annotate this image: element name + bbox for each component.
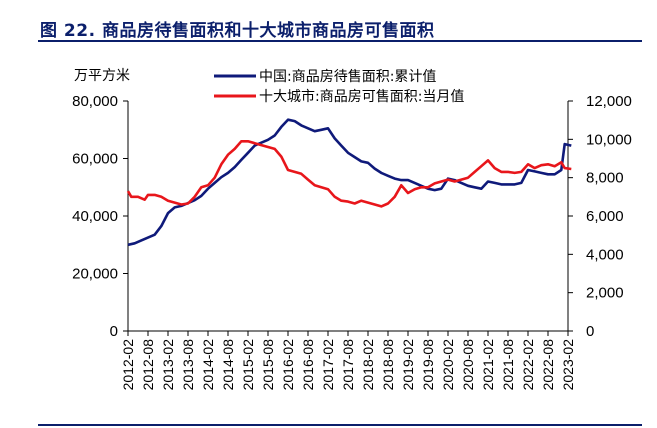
x-tick-label: 2022-08 bbox=[540, 339, 556, 391]
series-line-1 bbox=[126, 140, 572, 208]
x-tick-label: 2013-02 bbox=[160, 339, 176, 391]
x-tick-label: 2020-08 bbox=[460, 339, 476, 391]
title-rule bbox=[38, 40, 642, 42]
right-tick-label: 12,000 bbox=[586, 93, 632, 110]
left-axis-unit: 万平方米 bbox=[74, 68, 130, 84]
series-line-0 bbox=[127, 118, 572, 247]
x-tick-label: 2013-08 bbox=[180, 339, 196, 391]
x-tick-label: 2021-08 bbox=[500, 339, 516, 391]
x-tick-label: 2019-08 bbox=[420, 339, 436, 391]
x-tick-label: 2015-08 bbox=[260, 339, 276, 391]
left-tick-label: 0 bbox=[110, 323, 118, 340]
x-tick-label: 2023-02 bbox=[560, 339, 576, 391]
legend: 中国:商品房待售面积:累计值 十大城市:商品房可售面积:当月值 bbox=[214, 69, 464, 105]
left-tick-label: 20,000 bbox=[72, 266, 118, 283]
x-tick-label: 2016-08 bbox=[300, 339, 316, 391]
right-tick-label: 8,000 bbox=[586, 170, 624, 187]
series-lines bbox=[126, 118, 572, 247]
x-tick-label: 2021-02 bbox=[480, 339, 496, 391]
left-tick-label: 80,000 bbox=[72, 93, 118, 110]
figure-title: 图 22. 商品房待售面积和十大城市商品房可售面积 bbox=[40, 21, 435, 41]
x-tick-label: 2012-08 bbox=[140, 339, 156, 391]
x-tick-label: 2018-08 bbox=[380, 339, 396, 391]
x-tick-label: 2014-02 bbox=[200, 339, 216, 391]
right-tick-label: 6,000 bbox=[586, 208, 624, 225]
x-tick-label: 2012-02 bbox=[120, 339, 136, 391]
x-tick-label: 2017-08 bbox=[340, 339, 356, 391]
x-tick-label: 2020-02 bbox=[440, 339, 456, 391]
right-tick-label: 4,000 bbox=[586, 246, 624, 263]
x-tick-label: 2022-02 bbox=[520, 339, 536, 391]
axes: 0 20,000 40,000 60,000 80,000 0 2,000 4,000 6,00… bbox=[72, 93, 632, 390]
x-tick-label: 2017-02 bbox=[320, 339, 336, 391]
x-tick-label: 2014-08 bbox=[220, 339, 236, 391]
right-tick-label: 0 bbox=[586, 323, 594, 340]
x-tick-label: 2019-02 bbox=[400, 339, 416, 391]
legend-label-series-0: 中国:商品房待售面积:累计值 bbox=[259, 69, 436, 85]
x-tick-label: 2016-02 bbox=[280, 339, 296, 391]
left-tick-label: 40,000 bbox=[72, 208, 118, 225]
bottom-rule bbox=[38, 424, 642, 426]
x-tick-label: 2015-02 bbox=[240, 339, 256, 391]
right-tick-label: 10,000 bbox=[586, 131, 632, 148]
right-tick-label: 2,000 bbox=[586, 285, 624, 302]
left-tick-label: 60,000 bbox=[72, 151, 118, 168]
legend-label-series-1: 十大城市:商品房可售面积:当月值 bbox=[259, 88, 464, 105]
x-tick-label: 2018-02 bbox=[360, 339, 376, 391]
